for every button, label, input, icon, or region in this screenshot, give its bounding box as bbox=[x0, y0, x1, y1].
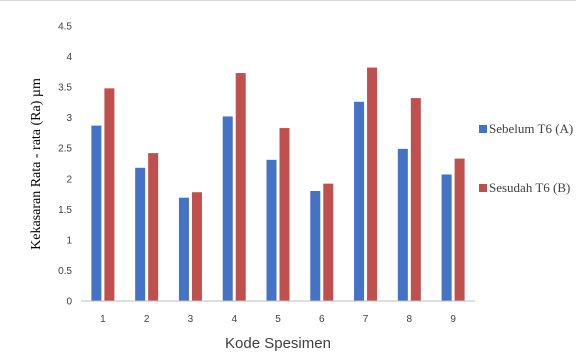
x-axis-label: Kode Spesimen bbox=[225, 335, 331, 352]
bar-sesudah-6 bbox=[323, 183, 334, 301]
bar-sebelum-8 bbox=[397, 148, 408, 301]
x-tick-label: 4 bbox=[231, 314, 237, 325]
bar-sebelum-3 bbox=[178, 197, 189, 301]
legend-swatch bbox=[479, 125, 487, 133]
x-tick-label: 2 bbox=[144, 314, 150, 325]
x-tick-label: 9 bbox=[450, 314, 456, 325]
bar-sesudah-2 bbox=[148, 153, 159, 301]
legend-label: Sesudah T6 (B) bbox=[489, 180, 570, 195]
y-tick-label: 3 bbox=[66, 113, 72, 124]
bars bbox=[91, 67, 465, 302]
legend-swatch bbox=[479, 184, 487, 192]
y-tick-label: 4.5 bbox=[58, 22, 72, 33]
y-tick-label: 1 bbox=[66, 235, 72, 246]
x-tick-label: 6 bbox=[319, 314, 325, 325]
y-tick-label: 4 bbox=[66, 52, 72, 63]
bar-sebelum-4 bbox=[222, 116, 233, 301]
y-tick-label: 1.5 bbox=[58, 205, 72, 216]
bar-sebelum-2 bbox=[135, 167, 146, 301]
x-tick-label: 7 bbox=[363, 314, 369, 325]
x-tick-label: 5 bbox=[275, 314, 281, 325]
bar-sebelum-1 bbox=[91, 125, 102, 301]
bar-sebelum-7 bbox=[354, 101, 365, 302]
legend: Sebelum T6 (A) Sesudah T6 (B) bbox=[479, 121, 573, 195]
x-tick-label: 3 bbox=[188, 314, 194, 325]
x-tick-label: 8 bbox=[407, 314, 413, 325]
bar-sesudah-5 bbox=[279, 128, 290, 301]
bar-sebelum-9 bbox=[441, 174, 452, 301]
x-axis-ticks: 1 2 3 4 5 6 7 8 9 bbox=[100, 314, 456, 325]
y-tick-label: 0 bbox=[66, 297, 72, 308]
bar-sebelum-5 bbox=[266, 159, 277, 301]
x-tick-label: 1 bbox=[100, 314, 106, 325]
y-tick-label: 2.5 bbox=[58, 144, 72, 155]
bar-sebelum-6 bbox=[310, 191, 321, 301]
bar-sesudah-3 bbox=[191, 192, 202, 301]
bar-sesudah-4 bbox=[235, 73, 246, 301]
bar-sesudah-1 bbox=[104, 88, 115, 301]
y-axis-ticks: 0 0.5 1 1.5 2 2.5 3 3.5 4 4.5 bbox=[58, 22, 72, 308]
bar-sesudah-8 bbox=[410, 98, 421, 301]
bar-sesudah-9 bbox=[454, 158, 465, 301]
bar-sesudah-7 bbox=[367, 67, 378, 301]
legend-label: Sebelum T6 (A) bbox=[489, 121, 573, 136]
y-axis-label: Kekasaran Rata - rata (Ra) µm bbox=[29, 78, 44, 250]
y-tick-label: 0.5 bbox=[58, 266, 72, 277]
y-tick-label: 3.5 bbox=[58, 83, 72, 94]
y-tick-label: 2 bbox=[66, 174, 72, 185]
